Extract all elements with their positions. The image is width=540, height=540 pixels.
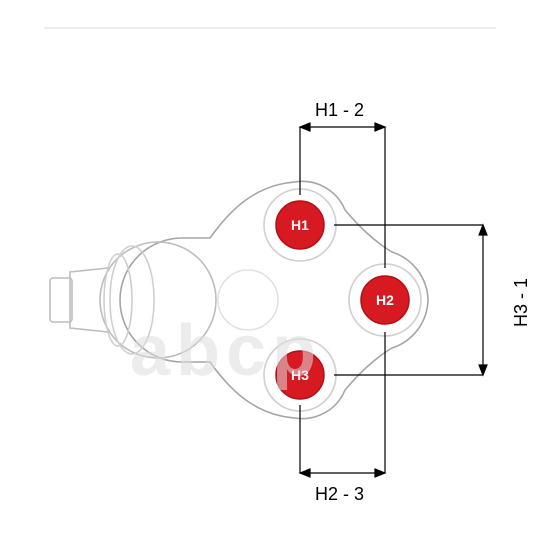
dim-label-H1-2: H1 - 2 bbox=[315, 100, 364, 121]
hole-label-H2: H2 bbox=[376, 292, 394, 308]
drawing-svg bbox=[0, 0, 540, 540]
hole-label-H1: H1 bbox=[291, 217, 309, 233]
dim-label-H3-1: H3 - 1 bbox=[511, 278, 532, 327]
diagram-canvas: H1 H2 H3 H1 - 2 H2 - 3 H3 - 1 abcp bbox=[0, 0, 540, 540]
dim-label-H2-3: H2 - 3 bbox=[315, 484, 364, 505]
hole-label-H3: H3 bbox=[291, 367, 309, 383]
